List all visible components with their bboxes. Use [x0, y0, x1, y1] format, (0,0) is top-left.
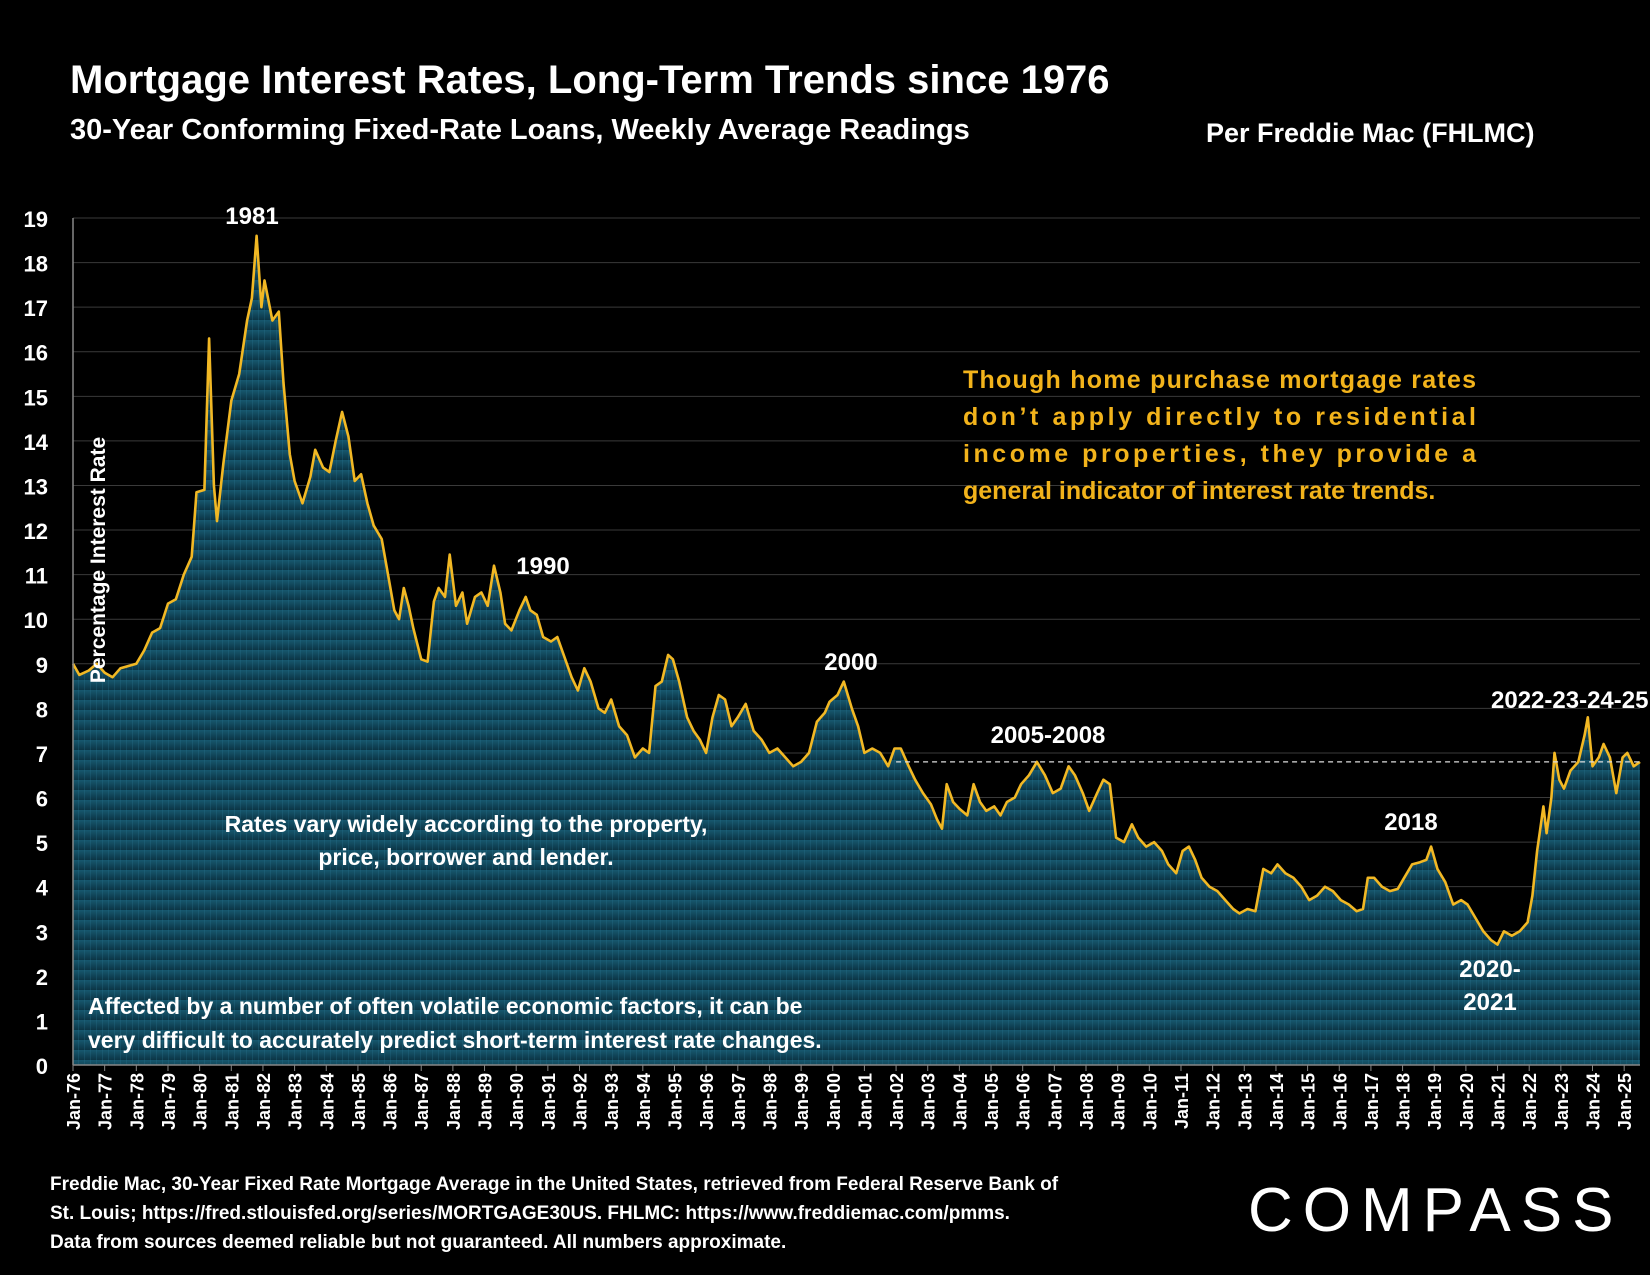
- x-tick-label: Jan-90: [507, 1073, 527, 1130]
- annotation-2018: 2018: [1384, 809, 1437, 836]
- x-tick-label: Jan-13: [1235, 1073, 1255, 1130]
- x-tick-label: Jan-96: [697, 1073, 717, 1130]
- volatile-note-line: Affected by a number of often volatile e…: [88, 993, 802, 1019]
- x-tick-label: Jan-15: [1299, 1073, 1319, 1130]
- x-tick-label: Jan-97: [729, 1073, 749, 1130]
- gold-note-line: income properties, they provide a: [963, 440, 1477, 468]
- y-tick-label: 12: [24, 519, 48, 544]
- y-tick-label: 16: [24, 341, 48, 366]
- x-tick-label: Jan-05: [982, 1073, 1002, 1130]
- x-tick-label: Jan-92: [571, 1073, 591, 1130]
- x-tick-label: Jan-81: [222, 1073, 242, 1130]
- x-tick-label: Jan-80: [191, 1073, 211, 1130]
- x-tick-label: Jan-10: [1140, 1073, 1160, 1130]
- rates-note-line: Rates vary widely according to the prope…: [225, 811, 708, 837]
- y-tick-label: 1: [36, 1009, 48, 1034]
- x-tick-label: Jan-93: [602, 1073, 622, 1130]
- rates-note-line: price, borrower and lender.: [318, 844, 613, 870]
- x-tick-label: Jan-03: [919, 1073, 939, 1130]
- y-tick-label: 15: [24, 385, 48, 410]
- x-tick-label: Jan-09: [1109, 1073, 1129, 1130]
- footer-line-1: Freddie Mac, 30-Year Fixed Rate Mortgage…: [50, 1174, 1059, 1195]
- x-tick-label: Jan-02: [887, 1073, 907, 1130]
- gold-note-line: don’t apply directly to residential: [963, 403, 1476, 431]
- y-tick-label: 4: [36, 876, 49, 901]
- gold-note-line: general indicator of interest rate trend…: [963, 477, 1435, 505]
- x-tick-label: Jan-22: [1520, 1073, 1540, 1130]
- x-tick-label: Jan-94: [634, 1073, 654, 1130]
- y-tick-label: 13: [24, 474, 48, 499]
- x-tick-label: Jan-00: [824, 1073, 844, 1130]
- y-tick-label: 9: [36, 653, 48, 678]
- footer-line-3: Data from sources deemed reliable but no…: [50, 1232, 787, 1253]
- y-tick-label: 3: [36, 920, 48, 945]
- x-tick-label: Jan-14: [1267, 1073, 1287, 1130]
- annotation-2020-line1: 2020-: [1459, 956, 1520, 983]
- y-tick-label: 10: [24, 608, 48, 633]
- x-tick-label: Jan-84: [317, 1073, 337, 1130]
- gold-note-line: Though home purchase mortgage rates: [963, 366, 1476, 394]
- x-tick-label: Jan-89: [476, 1073, 496, 1130]
- annotation-2000: 2000: [824, 649, 877, 676]
- rate-line: [71, 234, 1641, 946]
- x-tick-label: Jan-07: [1045, 1073, 1065, 1130]
- x-tick-label: Jan-06: [1014, 1073, 1034, 1130]
- page-title: Mortgage Interest Rates, Long-Term Trend…: [70, 58, 1110, 102]
- x-tick-label: Jan-19: [1425, 1073, 1445, 1130]
- x-tick-label: Jan-83: [286, 1073, 306, 1130]
- x-tick-label: Jan-77: [96, 1073, 116, 1130]
- x-tick-label: Jan-23: [1552, 1073, 1572, 1130]
- x-tick-label: Jan-95: [665, 1073, 685, 1130]
- annotation-1990: 1990: [516, 553, 569, 580]
- y-tick-label: 11: [25, 564, 48, 589]
- x-tick-label: Jan-17: [1362, 1073, 1382, 1130]
- y-tick-label: 0: [36, 1054, 48, 1079]
- x-tick-label: Jan-24: [1584, 1073, 1604, 1130]
- x-tick-label: Jan-25: [1615, 1073, 1635, 1130]
- footer-line-2: St. Louis; https://fred.stlouisfed.org/s…: [50, 1203, 1010, 1224]
- x-tick-label: Jan-86: [381, 1073, 401, 1130]
- x-tick-label: Jan-20: [1457, 1073, 1477, 1130]
- x-tick-label: Jan-87: [412, 1073, 432, 1130]
- x-tick-label: Jan-88: [444, 1073, 464, 1130]
- y-tick-label: 19: [24, 207, 48, 232]
- footer-source: Freddie Mac, 30-Year Fixed Rate Mortgage…: [50, 1170, 1225, 1257]
- x-tick-label: Jan-18: [1394, 1073, 1414, 1130]
- y-axis-label: Percentage Interest Rate: [87, 437, 110, 683]
- x-tick-label: Jan-16: [1330, 1073, 1350, 1130]
- x-tick-label: Jan-78: [127, 1073, 147, 1130]
- source-label: Per Freddie Mac (FHLMC): [1206, 118, 1535, 148]
- y-tick-label: 5: [36, 831, 48, 856]
- x-tick-label: Jan-85: [349, 1073, 369, 1130]
- volatile-note-line: very difficult to accurately predict sho…: [88, 1027, 822, 1053]
- y-tick-label: 7: [36, 742, 48, 767]
- y-tick-label: 17: [24, 296, 48, 321]
- y-tick-label: 2: [36, 965, 48, 990]
- x-tick-label: Jan-08: [1077, 1073, 1097, 1130]
- y-tick-label: 14: [24, 430, 49, 455]
- x-tick-label: Jan-76: [64, 1073, 84, 1130]
- annotation-2022-25: 2022-23-24-25: [1491, 687, 1648, 714]
- rate-area: [73, 235, 1640, 1066]
- x-tick-label: Jan-01: [855, 1073, 875, 1130]
- x-tick-label: Jan-79: [159, 1073, 179, 1130]
- annotation-1981: 1981: [225, 203, 278, 230]
- annotation-2020-line2: 2021: [1463, 989, 1516, 1016]
- x-tick-label: Jan-11: [1172, 1073, 1192, 1129]
- x-tick-label: Jan-91: [539, 1073, 559, 1130]
- y-tick-label: 8: [36, 697, 48, 722]
- x-tick-label: Jan-12: [1204, 1073, 1224, 1130]
- annotation-2005-2008: 2005-2008: [991, 722, 1106, 749]
- x-tick-label: Jan-04: [950, 1073, 970, 1130]
- compass-logo: COMPASS: [1248, 1176, 1624, 1245]
- y-tick-label: 6: [36, 787, 48, 812]
- y-tick-label: 18: [24, 252, 48, 277]
- x-tick-label: Jan-82: [254, 1073, 274, 1130]
- x-tick-label: Jan-98: [760, 1073, 780, 1130]
- x-tick-label: Jan-99: [792, 1073, 812, 1130]
- page-subtitle: 30-Year Conforming Fixed-Rate Loans, Wee…: [70, 114, 970, 146]
- x-tick-label: Jan-21: [1489, 1073, 1509, 1130]
